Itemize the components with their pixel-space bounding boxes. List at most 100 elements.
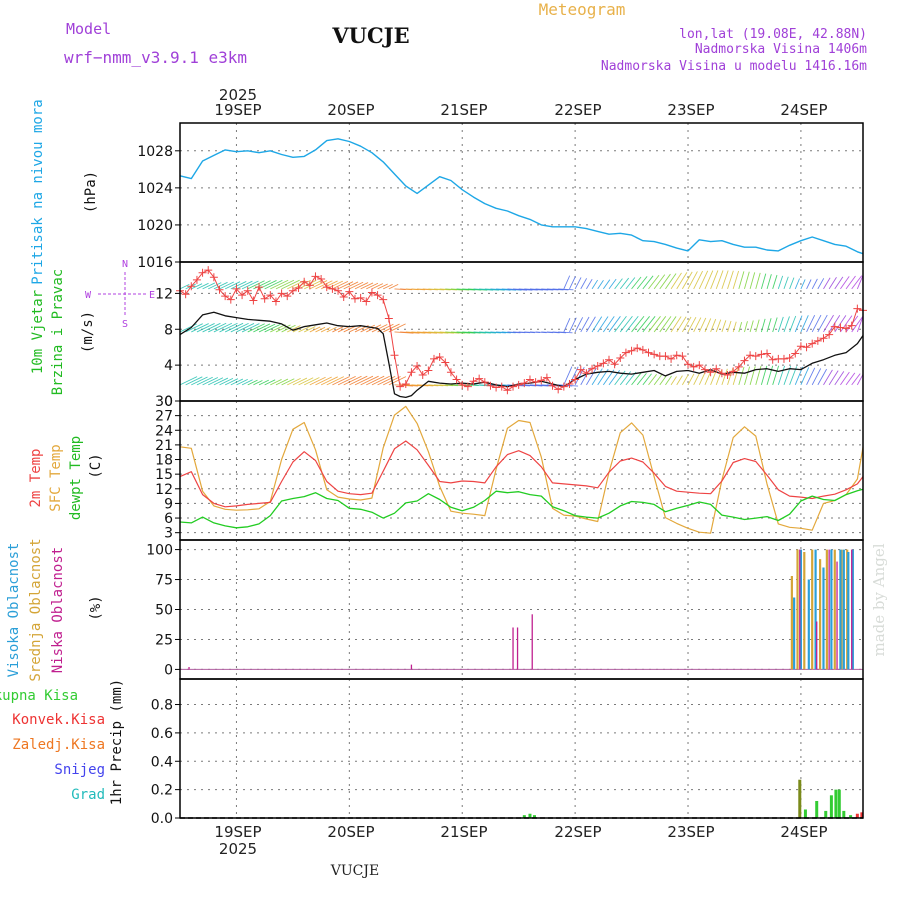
- wind-gust-marker: [588, 364, 597, 373]
- wind-direction-arrow: [179, 284, 190, 290]
- wind-direction-arrow: [772, 317, 778, 333]
- wind-direction-arrow: [264, 279, 283, 290]
- wind-direction-arrow: [558, 288, 574, 291]
- wind-direction-arrow: [665, 316, 677, 333]
- wind-gust-marker: [684, 360, 693, 369]
- wind-gust-marker: [209, 273, 218, 282]
- wind-direction-arrow: [749, 272, 756, 290]
- wind-gust-marker: [734, 362, 743, 371]
- wind-direction-arrow: [185, 323, 203, 333]
- top-day-label: 24SEP: [780, 101, 827, 119]
- precip-bar: [855, 813, 859, 818]
- wind-direction-arrow: [202, 377, 219, 386]
- wind-direction-arrow: [337, 281, 354, 290]
- precip-unit: 1hr Precip (mm): [109, 679, 125, 805]
- wind-gust-marker: [373, 291, 382, 300]
- wind-gust-marker: [204, 266, 213, 275]
- precip-frame: [179, 678, 864, 819]
- wind-direction-arrow: [777, 275, 784, 290]
- wind-direction-arrow: [648, 374, 657, 386]
- wind-direction-arrow: [253, 380, 263, 386]
- wind-direction-arrow: [642, 275, 654, 290]
- wind-direction-arrow: [845, 275, 856, 290]
- wind-gust-marker: [192, 275, 201, 284]
- plot-panels: 1016102010241028048123691215182124273002…: [137, 122, 867, 827]
- wind-direction-arrow: [224, 322, 244, 333]
- precip-bar: [849, 815, 853, 818]
- wind-direction-arrow: [721, 270, 729, 290]
- wind-gust-marker: [418, 370, 427, 379]
- wind-gust-marker: [531, 378, 540, 387]
- wind-direction-arrow: [275, 324, 291, 333]
- wind-gust-marker: [379, 295, 388, 304]
- wind-direction-arrow: [602, 316, 615, 333]
- wind-gust-marker: [424, 366, 433, 375]
- cloud-unit: (%): [88, 595, 104, 620]
- temperature-ytick-label: 6: [164, 511, 173, 527]
- wind-gust-marker: [554, 385, 563, 394]
- wind-gust-marker: [757, 350, 766, 359]
- wind-direction-arrow: [219, 281, 235, 290]
- wind-direction-arrow: [614, 316, 627, 333]
- wind-gust-marker: [802, 343, 811, 352]
- pressure-line: [179, 138, 864, 255]
- wind-direction-arrow: [281, 324, 296, 333]
- wind-direction-arrow: [270, 324, 286, 333]
- wind-gust-marker: [345, 287, 354, 296]
- temperature-ytick-label: 24: [155, 423, 173, 439]
- temperature-ytick-label: 27: [155, 409, 173, 425]
- wind-direction-arrow: [614, 278, 623, 290]
- wind-direction-arrow: [806, 367, 816, 386]
- temperature-ytick-label: 21: [155, 438, 173, 454]
- wind-gust-marker: [497, 382, 506, 391]
- wind-direction-arrow: [315, 376, 332, 386]
- wind-direction-arrow: [698, 371, 706, 386]
- wind-direction-arrow: [738, 321, 743, 333]
- wind-direction-arrow: [693, 270, 703, 290]
- bottom-day-label: 23SEP: [667, 823, 714, 841]
- wind-direction-arrow: [851, 275, 863, 290]
- temperature-ytick-label: 9: [164, 496, 173, 512]
- wind-direction-arrow: [377, 283, 388, 290]
- wind-direction-arrow: [772, 274, 778, 290]
- wind-gust-marker: [384, 314, 393, 323]
- wind-direction-arrow: [665, 375, 672, 386]
- pressure-panel: 1016 1020 1024 1028: [137, 122, 864, 271]
- wind-direction-arrow: [636, 316, 650, 333]
- wind-gust-marker: [283, 292, 292, 301]
- model-name: wrf−nmm_v3.9.1 e3km: [64, 48, 247, 67]
- wind-direction-arrow: [371, 375, 390, 386]
- wind-direction-arrow: [202, 282, 216, 290]
- wind-direction-arrow: [185, 376, 203, 386]
- wind-gust-marker: [350, 294, 359, 303]
- dewpt-line: [179, 488, 864, 529]
- wind-direction-arrow: [704, 270, 714, 290]
- wind-direction-arrow: [303, 326, 316, 333]
- wind-direction-arrow: [332, 376, 350, 386]
- wind-direction-arrow: [230, 281, 247, 290]
- wind-compass: N E S W: [85, 259, 155, 330]
- top-day-label: 20SEP: [327, 101, 374, 119]
- wind-gust-marker: [198, 268, 207, 277]
- wind-gust-marker: [486, 381, 495, 390]
- wind-direction-arrow: [247, 323, 265, 333]
- wind-direction-arrow: [236, 378, 248, 386]
- wind-direction-arrow: [298, 325, 311, 333]
- wind-gust-marker: [751, 352, 760, 361]
- wind-gust-marker: [458, 380, 467, 389]
- wind-direction-arrow: [202, 322, 221, 333]
- wind-gust-marker: [362, 297, 371, 306]
- wind-direction-arrow: [213, 377, 229, 386]
- legend-snow: Snijeg: [54, 762, 105, 778]
- wind-direction-arrow: [794, 278, 800, 290]
- wind-direction-arrow: [636, 372, 647, 386]
- wind-direction-arrow: [247, 379, 258, 386]
- wind-gust-marker: [305, 281, 314, 290]
- wind-gust-marker: [825, 330, 834, 339]
- wind-direction-arrow: [591, 368, 603, 386]
- wind-direction-arrow: [315, 280, 333, 290]
- wind-direction-arrow: [303, 377, 320, 386]
- wind-direction-arrow: [264, 323, 281, 333]
- wind-direction-arrow: [636, 276, 648, 290]
